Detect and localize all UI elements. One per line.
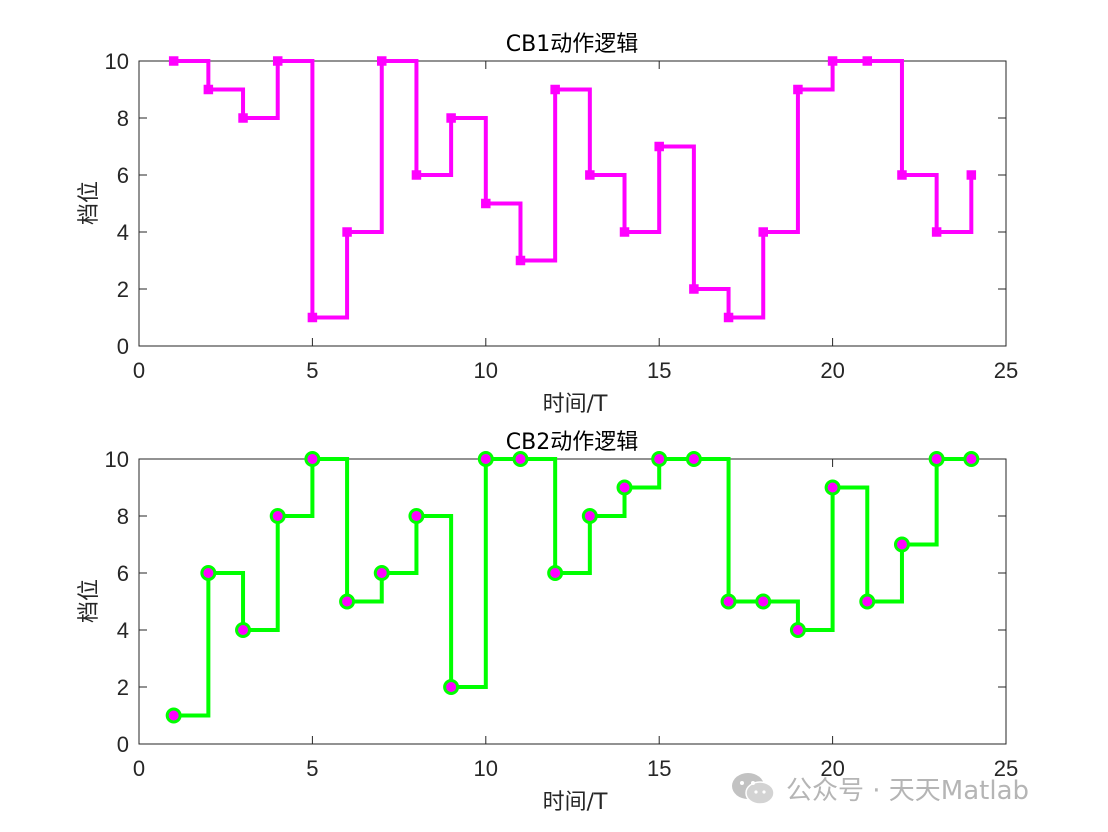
data-point — [755, 593, 772, 610]
data-point — [585, 170, 595, 180]
y-axis-label: 档位 — [77, 579, 102, 623]
y-tick-label: 2 — [117, 277, 129, 302]
data-point — [512, 451, 529, 467]
x-tick-label: 20 — [820, 756, 844, 781]
data-point — [897, 170, 907, 180]
y-tick-label: 6 — [117, 163, 129, 188]
data-point — [515, 255, 526, 266]
data-point — [446, 113, 456, 123]
x-tick-label: 5 — [306, 756, 318, 781]
wechat-icon — [732, 772, 775, 805]
data-point — [827, 56, 838, 66]
data-point — [619, 227, 630, 237]
x-axis-label: 时间/T — [543, 392, 608, 417]
data-point — [758, 227, 768, 237]
watermark-text: 公众号 · 天天Matlab — [786, 776, 1030, 806]
x-tick-label: 15 — [647, 756, 671, 781]
subplot-cb1: CB1动作逻辑 时间/T 档位 0 5 10 15 20 25 0 2 4 6 8 10 — [77, 32, 1018, 417]
y-tick-label: 0 — [117, 334, 129, 359]
data-point — [689, 284, 699, 294]
axes-box — [138, 60, 1007, 347]
data-point — [238, 113, 248, 123]
data-point — [963, 451, 980, 467]
y-tick-label: 2 — [117, 675, 129, 700]
data-point — [477, 451, 494, 467]
data-point — [651, 451, 668, 467]
y-tick-label: 0 — [117, 732, 129, 757]
y-tick-label: 4 — [117, 220, 129, 245]
y-tick-label: 4 — [117, 618, 129, 643]
data-point — [966, 170, 977, 180]
y-tick-label: 10 — [105, 447, 129, 472]
y-axis-label: 档位 — [77, 181, 102, 225]
data-point — [165, 707, 182, 724]
data-point — [685, 451, 702, 467]
data-point — [269, 508, 286, 524]
data-point — [928, 451, 945, 467]
data-point — [859, 593, 876, 610]
y-tick-label: 8 — [117, 106, 129, 131]
data-point — [203, 84, 214, 95]
data-point — [550, 84, 560, 95]
data-point — [547, 565, 564, 581]
x-axis-label: 时间/T — [543, 790, 608, 815]
data-point — [168, 56, 179, 66]
data-point — [377, 56, 387, 66]
data-point — [893, 536, 910, 553]
data-point — [339, 593, 356, 610]
data-point — [931, 227, 942, 237]
data-point — [235, 622, 252, 638]
x-tick-label: 20 — [820, 358, 844, 383]
chart-title: CB1动作逻辑 — [506, 32, 638, 57]
data-point — [789, 622, 806, 638]
data-point — [342, 227, 352, 237]
y-tick-label: 10 — [105, 49, 129, 74]
data-point — [793, 84, 803, 95]
data-point — [481, 198, 491, 209]
data-point — [307, 312, 318, 323]
data-point — [200, 565, 217, 581]
data-point — [862, 56, 873, 66]
x-tick-label: 5 — [306, 358, 318, 383]
x-tick-label: 25 — [994, 358, 1018, 383]
data-point — [723, 312, 734, 323]
data-point — [408, 508, 425, 524]
data-point — [616, 479, 633, 496]
watermark: 公众号 · 天天Matlab — [730, 770, 1029, 807]
data-point — [824, 479, 841, 496]
x-tick-label: 0 — [133, 756, 145, 781]
data-point — [272, 56, 283, 66]
data-point — [581, 508, 598, 524]
x-tick-label: 10 — [474, 358, 498, 383]
data-point — [411, 170, 422, 180]
x-tick-label: 10 — [474, 756, 498, 781]
y-tick-label: 8 — [117, 504, 129, 529]
x-tick-label: 15 — [647, 358, 671, 383]
data-point — [720, 593, 737, 610]
data-point — [443, 679, 460, 695]
data-point — [654, 141, 664, 152]
chart-title: CB2动作逻辑 — [506, 430, 638, 455]
series-line — [173, 59, 974, 320]
subplot-cb2: CB2动作逻辑 时间/T 档位 0 5 10 15 20 25 0 2 4 6 8 10 — [77, 430, 1018, 815]
x-tick-label: 0 — [133, 358, 145, 383]
data-point — [304, 451, 321, 467]
data-point — [373, 565, 390, 581]
y-tick-label: 6 — [117, 561, 129, 586]
x-tick-label: 25 — [994, 756, 1018, 781]
